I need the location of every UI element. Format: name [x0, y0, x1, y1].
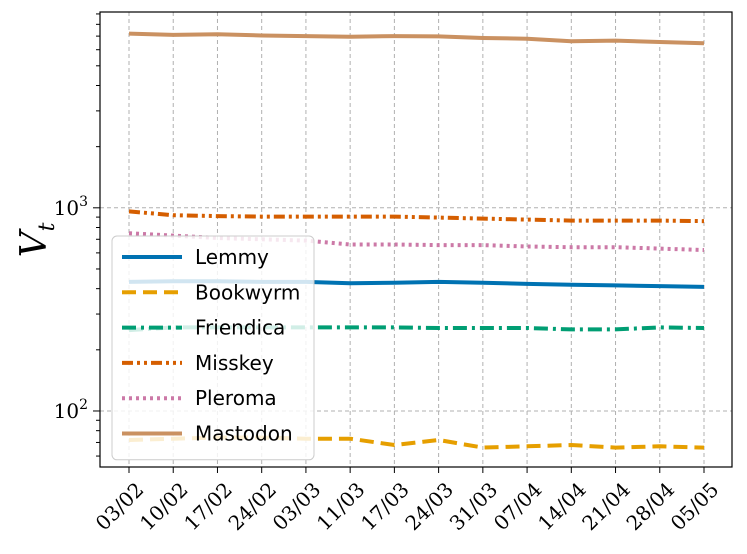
x-tick-label: 24/02 [223, 477, 281, 535]
x-tick-label: 14/04 [533, 477, 591, 535]
x-tick-label: 28/04 [621, 477, 679, 535]
x-tick-label: 24/03 [400, 477, 458, 535]
legend-label-lemmy: Lemmy [195, 245, 269, 269]
series-line-misskey [128, 209, 705, 224]
legend-label-misskey: Misskey [195, 351, 274, 375]
x-tick-label: 10/02 [135, 477, 193, 535]
x-tick-label: 17/02 [179, 477, 237, 535]
y-tick-label: 102 [54, 397, 88, 423]
legend-label-bookwyrm: Bookwyrm [195, 280, 300, 304]
series-line-pleroma [128, 231, 705, 252]
series-line-mastodon [128, 31, 705, 46]
legend-label-friendica: Friendica [195, 316, 285, 340]
x-tick-label: 07/04 [489, 477, 547, 535]
x-axis: 03/0210/0217/0224/0203/0311/0317/0324/03… [91, 467, 724, 535]
legend-label-pleroma: Pleroma [195, 386, 277, 410]
x-tick-label: 03/03 [268, 477, 326, 535]
x-tick-label: 17/03 [356, 477, 414, 535]
x-tick-label: 21/04 [577, 477, 635, 535]
x-tick-label: 31/03 [445, 477, 503, 535]
legend-box [111, 235, 315, 461]
x-tick-label: 05/05 [666, 477, 724, 535]
y-tick-label: 103 [54, 194, 88, 220]
legend-label-mastodon: Mastodon [195, 422, 293, 446]
x-tick-label: 03/02 [91, 477, 149, 535]
x-tick-label: 11/03 [312, 477, 370, 535]
series-line-friendica [128, 325, 705, 333]
y-axis: 102 103 [54, 13, 100, 457]
legend: Lemmy Bookwyrm Friendica Misskey Pleroma Mast… [111, 235, 315, 461]
y-axis-label: Vt [14, 222, 60, 257]
